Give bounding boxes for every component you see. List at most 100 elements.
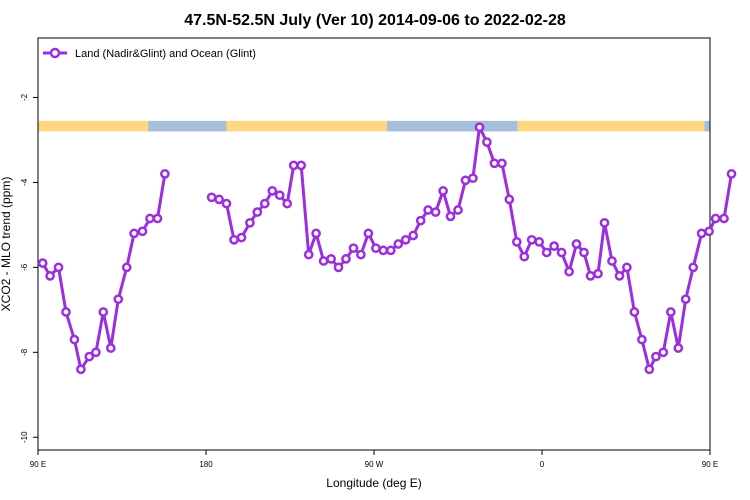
data-point-9 [105, 343, 116, 353]
data-point-56 [497, 158, 507, 169]
data-point-50 [453, 205, 463, 215]
y-axis: -2 -4 -6 -8 -10 [20, 93, 38, 443]
data-point-45 [415, 215, 426, 226]
data-point-61 [534, 237, 545, 247]
data-point-71 [607, 256, 617, 266]
data-point-47 [430, 207, 441, 217]
y-tick-label-3: -8 [20, 348, 29, 356]
data-point-19 [221, 198, 232, 209]
data-point-13 [137, 226, 148, 237]
data-point-29 [296, 160, 307, 171]
data-point-76 [644, 364, 655, 375]
data-point-79 [665, 307, 676, 317]
legend-swatch-marker [49, 47, 61, 59]
data-point-78 [658, 347, 669, 358]
data-point-83 [696, 228, 707, 239]
y-tick-label-2: -6 [20, 263, 29, 271]
data-point-74 [629, 307, 640, 317]
data-point-35 [341, 254, 351, 264]
data-point-57 [504, 194, 515, 205]
data-point-10 [113, 294, 124, 305]
data-point-48 [438, 186, 448, 196]
data-point-28 [288, 160, 299, 171]
data-point-32 [318, 256, 329, 266]
data-point-64 [556, 247, 567, 258]
y-axis-label: XCO2 - MLO trend (ppm) [0, 177, 13, 312]
data-point-75 [637, 334, 647, 345]
data-point-69 [593, 268, 603, 279]
data-point-7 [91, 347, 101, 358]
landmask-band [38, 120, 710, 132]
data-point-68 [585, 271, 596, 281]
data-point-23 [252, 207, 263, 217]
data-point-25 [267, 186, 278, 196]
data-point-43 [400, 234, 411, 245]
data-point-17 [206, 192, 217, 203]
band-segment-ocean-1 [148, 120, 227, 132]
data-point-27 [282, 198, 293, 209]
data-point-21 [236, 232, 247, 243]
data-point-18 [214, 194, 224, 205]
data-point-59 [519, 251, 530, 262]
data-point-40 [378, 245, 389, 256]
data-point-2 [53, 262, 64, 273]
band-segment-ocean-3 [387, 120, 518, 132]
data-point-20 [229, 234, 239, 245]
data-point-41 [385, 245, 396, 256]
data-point-55 [489, 158, 500, 169]
data-point-36 [348, 243, 359, 254]
data-point-42 [393, 239, 404, 249]
x-tick-label-4: 90 E [702, 460, 718, 469]
x-tick-label-0: 90 E [30, 460, 46, 469]
band-segment-ocean-5 [704, 120, 710, 132]
data-point-87 [726, 169, 737, 179]
data-point-60 [526, 234, 537, 245]
band-segment-land-4 [517, 120, 705, 132]
data-point-62 [541, 247, 552, 258]
data-point-30 [303, 249, 314, 260]
data-point-1 [45, 271, 55, 281]
data-point-33 [326, 254, 336, 264]
x-axis-label: Longitude (deg E) [326, 476, 421, 490]
y-tick-label-0: -2 [20, 93, 29, 101]
data-point-16 [160, 169, 170, 179]
data-point-8 [98, 307, 109, 317]
data-point-84 [704, 226, 714, 237]
data-point-15 [152, 213, 163, 224]
data-point-66 [571, 239, 582, 249]
chart-title: 47.5N-52.5N July (Ver 10) 2014-09-06 to … [184, 12, 566, 29]
data-point-37 [356, 249, 366, 260]
x-tick-label-3: 0 [540, 460, 545, 469]
data-point-38 [363, 228, 374, 239]
data-point-51 [460, 175, 471, 186]
data-point-11 [121, 262, 132, 273]
data-point-24 [259, 198, 270, 209]
data-point-3 [61, 307, 71, 317]
data-point-85 [710, 213, 721, 224]
data-point-0 [37, 258, 48, 268]
data-point-5 [76, 364, 86, 375]
data-point-34 [333, 262, 344, 273]
band-segment-land-0 [38, 120, 149, 132]
data-point-58 [511, 237, 522, 247]
data-point-65 [564, 266, 574, 277]
legend-entry-label: Land (Nadir&Glint) and Ocean (Glint) [75, 48, 256, 60]
data-point-52 [468, 173, 478, 184]
data-point-22 [245, 217, 255, 228]
series-group [37, 122, 737, 375]
data-point-72 [614, 271, 625, 281]
data-point-77 [651, 351, 661, 362]
data-point-54 [482, 137, 492, 147]
data-point-31 [311, 228, 321, 239]
data-point-67 [579, 247, 589, 258]
data-point-73 [622, 262, 632, 273]
data-point-86 [719, 213, 729, 224]
data-point-70 [599, 217, 610, 228]
data-point-49 [445, 211, 456, 222]
data-point-46 [423, 205, 433, 215]
y-tick-label-4: -10 [20, 431, 29, 443]
data-point-80 [673, 343, 684, 353]
data-point-44 [408, 230, 419, 241]
y-tick-label-1: -4 [20, 178, 29, 186]
